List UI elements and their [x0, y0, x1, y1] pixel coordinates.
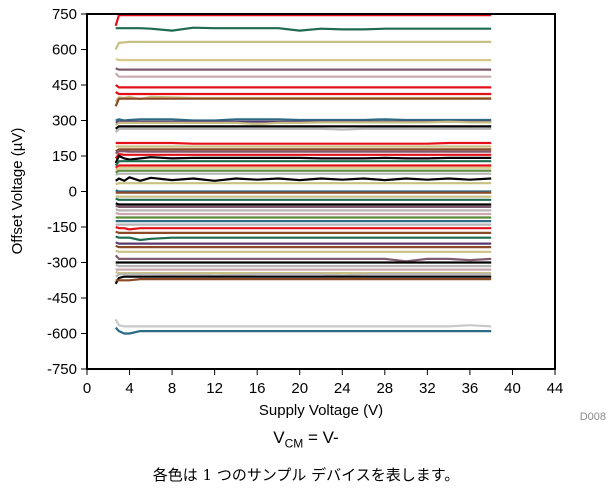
x-tick-label: 32	[419, 380, 436, 397]
x-tick-label: 0	[83, 380, 91, 397]
series-line-27	[115, 176, 492, 182]
series-line-31	[115, 195, 492, 198]
series-line-45	[115, 249, 492, 253]
y-axis-title: Offset Voltage (µV)	[9, 128, 26, 255]
series-line-1	[114, 14, 492, 27]
series-line-44	[115, 244, 492, 249]
series-line-43	[115, 241, 492, 245]
x-tick-label: 24	[334, 380, 351, 397]
x-tick-label: 44	[547, 380, 564, 397]
series-line-53	[115, 278, 492, 282]
x-tick-label: 16	[249, 380, 266, 397]
offset-voltage-chart: 0 4 8 12 16 20 24 28 32 36 40 44 750 600 450 300 150 0 -15…	[9, 6, 606, 420]
y-tick-label: 0	[69, 184, 77, 201]
series-line-19	[115, 150, 492, 155]
series-line-36	[115, 211, 492, 216]
series-line-16	[115, 141, 492, 145]
figure-code: D008	[580, 411, 606, 420]
series-line-55	[114, 326, 492, 335]
series-layer	[114, 14, 492, 335]
x-tick-label: 36	[462, 380, 479, 397]
y-tick-label: -450	[47, 290, 77, 307]
series-line-13	[115, 120, 492, 127]
series-line-50	[115, 270, 492, 275]
series-line-34	[115, 204, 492, 208]
series-line-33	[115, 202, 492, 206]
x-tick-label: 20	[291, 380, 308, 397]
series-line-11	[115, 118, 492, 122]
x-tick-label: 4	[125, 380, 133, 397]
y-tick-label: 750	[52, 6, 77, 23]
series-line-29	[115, 189, 492, 193]
series-line-15	[114, 127, 492, 134]
series-line-6	[114, 72, 492, 78]
y-tick-label: 150	[52, 148, 77, 165]
y-tick-label: 300	[52, 113, 77, 130]
y-tick-label: -750	[47, 361, 77, 378]
series-line-52	[114, 275, 492, 285]
series-line-32	[115, 197, 492, 201]
series-line-7	[115, 84, 492, 89]
condition-label: VCM = V-	[0, 428, 612, 450]
series-line-26	[115, 172, 492, 176]
series-line-28	[115, 182, 492, 186]
series-line-24	[115, 166, 492, 172]
series-line-23	[115, 164, 492, 169]
series-line-51	[115, 273, 492, 278]
condition-subscript: CM	[284, 436, 304, 451]
series-line-35	[115, 208, 492, 212]
x-tick-label: 8	[168, 380, 176, 397]
series-line-46	[114, 254, 492, 263]
y-tick-label: -300	[47, 255, 77, 272]
series-line-20	[114, 153, 492, 160]
series-line-22	[114, 160, 492, 167]
series-line-54	[114, 318, 492, 328]
series-line-21	[114, 154, 492, 164]
series-line-40	[115, 225, 492, 231]
y-tick-label: 450	[52, 77, 77, 94]
device-note: 各色は 1 つのサンプル デバイスを表します。	[152, 466, 460, 484]
x-axis-title: Supply Voltage (V)	[259, 402, 383, 419]
y-tick-label: 600	[52, 42, 77, 59]
x-tick-label: 12	[206, 380, 223, 397]
series-line-25	[115, 169, 492, 174]
x-tick-label: 28	[376, 380, 393, 397]
series-line-5	[115, 67, 492, 71]
series-line-14	[115, 125, 492, 130]
x-tick-label: 40	[504, 380, 521, 397]
series-line-18	[115, 148, 492, 153]
series-line-8	[115, 91, 492, 96]
series-line-4	[115, 57, 492, 62]
condition-prefix: V	[273, 428, 285, 447]
series-line-41	[115, 230, 492, 234]
series-line-10	[114, 97, 492, 107]
series-line-3	[114, 40, 492, 50]
series-line-48	[115, 263, 492, 268]
y-tick-label: -150	[47, 219, 77, 236]
tick-layer: 0 4 8 12 16 20 24 28 32 36 40 44 750 600 450 300 150 0 -15…	[47, 6, 563, 397]
condition-suffix: = V-	[303, 428, 339, 447]
y-tick-label: -600	[47, 326, 77, 343]
series-line-42	[115, 235, 492, 242]
series-line-2	[115, 26, 492, 32]
